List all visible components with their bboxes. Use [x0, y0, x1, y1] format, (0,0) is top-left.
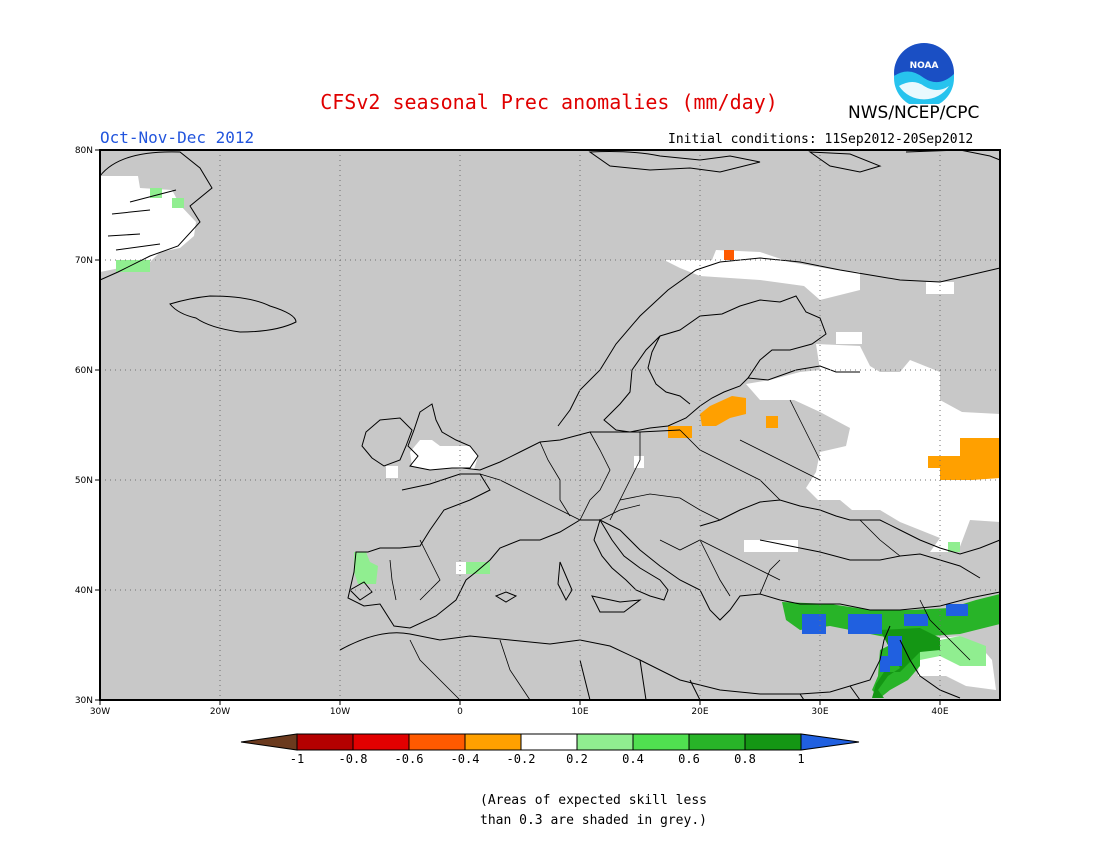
- caucasus-wet-patch: [948, 542, 960, 552]
- levant-strong-wet: [888, 636, 902, 666]
- spain-white-patch: [456, 562, 468, 574]
- lon-tick-label: 30E: [811, 707, 828, 717]
- skill-note-line-1: (Areas of expected skill less: [480, 793, 707, 808]
- agency-label: NWS/NCEP/CPC: [848, 103, 980, 123]
- lon-tick-labels: 30W 20W 10W 0 10E 20E 30E 40E: [90, 707, 949, 717]
- anomaly-regions: [100, 176, 1000, 698]
- greenland-wet-patch-2: [172, 198, 184, 208]
- lat-tick-label: 40N: [75, 586, 93, 596]
- forecast-period: Oct-Nov-Dec 2012: [100, 128, 255, 147]
- graticule: [100, 150, 1000, 700]
- turkey-strong-wet-3: [904, 614, 928, 626]
- map-frame: [99, 149, 1001, 701]
- lat-tick-label: 80N: [75, 146, 93, 156]
- poland-dry-patch: [668, 426, 692, 438]
- svg-text:NOAA: NOAA: [910, 61, 939, 71]
- spain-wet-patch: [466, 562, 490, 574]
- lon-tick-label: 30W: [90, 707, 110, 717]
- skill-note: (Areas of expected skill less than 0.3 a…: [480, 791, 707, 831]
- finland-white-patch: [836, 332, 862, 344]
- initial-conditions: Initial conditions: 11Sep2012-20Sep2012: [668, 132, 974, 147]
- portugal-wet-area: [354, 552, 378, 584]
- lat-tick-labels: 80N 70N 60N 50N 40N 30N: [75, 146, 93, 706]
- baltic-dry-patch: [766, 416, 778, 428]
- russia-dry-area: [928, 438, 1000, 480]
- russia-white-area: [746, 344, 1000, 552]
- arctic-white-patch: [926, 282, 954, 294]
- lon-tick-label: 10E: [571, 707, 588, 717]
- lon-tick-label: 40E: [931, 707, 948, 717]
- turkey-strong-wet-1: [802, 614, 826, 634]
- tick-marks: [95, 149, 941, 705]
- lat-tick-label: 30N: [75, 696, 93, 706]
- lapland-dry-patch: [724, 250, 734, 260]
- turkey-strong-wet-2: [848, 614, 882, 634]
- map-title: CFSv2 seasonal Prec anomalies (mm/day): [320, 90, 778, 114]
- lat-tick-label: 60N: [75, 366, 93, 376]
- lon-tick-label: 20W: [210, 707, 230, 717]
- lon-tick-label: 10W: [330, 707, 350, 717]
- ireland-white-area: [386, 466, 398, 478]
- lat-tick-label: 70N: [75, 256, 93, 266]
- lon-tick-label: 20E: [691, 707, 708, 717]
- baltic-dry-area: [700, 396, 746, 426]
- noaa-logo: NOAA: [894, 43, 954, 104]
- lon-tick-label: 0: [457, 707, 463, 717]
- turkey-strong-wet-4: [946, 604, 968, 616]
- balkan-white-patch: [744, 540, 798, 552]
- british-isles-white-area: [410, 440, 478, 470]
- lat-tick-label: 50N: [75, 476, 93, 486]
- coastlines: [99, 149, 1001, 701]
- skill-note-line-2: than 0.3 are shaded in grey.): [480, 813, 707, 828]
- greenland-wet-patch-1: [150, 188, 162, 198]
- israel-strong-wet: [880, 656, 890, 672]
- norway-white-area: [664, 250, 860, 300]
